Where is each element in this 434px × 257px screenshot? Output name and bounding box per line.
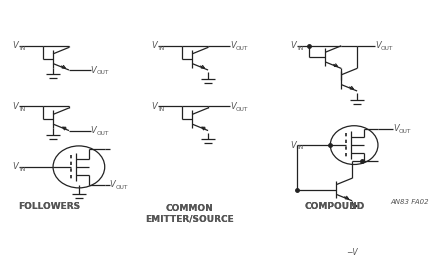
Text: V: V [109, 180, 115, 189]
Text: V: V [392, 124, 398, 133]
Text: IN: IN [158, 46, 164, 51]
Text: OUT: OUT [380, 46, 392, 51]
Text: V: V [13, 162, 18, 171]
Text: OUT: OUT [115, 185, 127, 190]
Text: V: V [290, 41, 296, 50]
Text: COMPOUND: COMPOUND [303, 202, 364, 211]
Text: COMPOUND: COMPOUND [303, 202, 364, 211]
Text: V: V [91, 126, 96, 135]
Text: V: V [151, 102, 157, 111]
Text: OUT: OUT [235, 107, 247, 112]
Text: V: V [151, 41, 157, 50]
Text: IN: IN [158, 107, 164, 112]
Text: IN: IN [19, 167, 26, 172]
Text: OUT: OUT [96, 131, 108, 136]
Text: FOLLOWERS: FOLLOWERS [18, 202, 80, 211]
Text: V: V [290, 141, 296, 150]
Text: IN: IN [297, 145, 303, 150]
Text: −V: −V [345, 249, 357, 257]
Text: AN83 FA02: AN83 FA02 [389, 199, 427, 205]
Text: OUT: OUT [235, 46, 247, 51]
Text: IN: IN [297, 46, 303, 51]
Text: V: V [91, 66, 96, 75]
Text: COMMON
EMITTER/SOURCE: COMMON EMITTER/SOURCE [145, 204, 233, 223]
Text: V: V [230, 102, 235, 111]
Text: V: V [374, 41, 380, 50]
Text: OUT: OUT [96, 70, 108, 75]
Text: IN: IN [19, 107, 26, 112]
Text: V: V [13, 41, 18, 50]
Text: V: V [230, 41, 235, 50]
Text: COMMON
EMITTER/SOURCE: COMMON EMITTER/SOURCE [145, 204, 233, 223]
Text: FOLLOWERS: FOLLOWERS [18, 202, 80, 211]
Text: V: V [13, 102, 18, 111]
Text: OUT: OUT [398, 129, 410, 134]
Text: IN: IN [19, 46, 26, 51]
